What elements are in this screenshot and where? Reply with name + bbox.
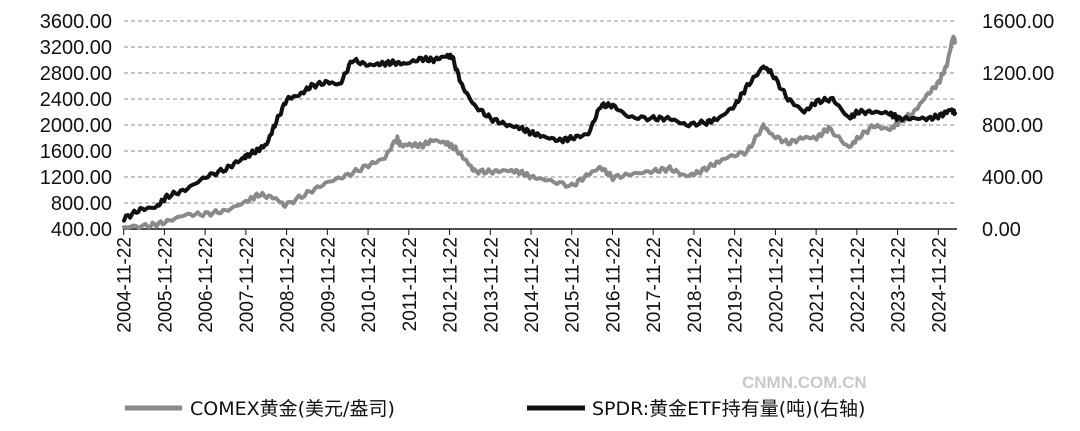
right-tick-label: 0.00 — [982, 219, 1021, 241]
x-tick-label: 2004-11-22 — [115, 237, 136, 333]
x-tick-label: 2011-11-22 — [400, 237, 421, 331]
x-tick-label: 2015-11-22 — [563, 237, 584, 333]
series-line-comex-gold — [122, 34, 957, 230]
x-tick-label: 2024-11-22 — [929, 237, 950, 333]
left-tick-label: 2800.00 — [40, 63, 112, 85]
legend-label-spdr: SPDR:黄金ETF持有量(吨)(右轴) — [592, 398, 865, 420]
left-tick-label: 3200.00 — [40, 37, 112, 59]
left-tick-label: 400.00 — [51, 219, 112, 241]
right-tick-label: 400.00 — [982, 167, 1043, 189]
x-tick-label: 2008-11-22 — [278, 237, 299, 333]
x-axis: 2004-11-22 2005-11-22 2006-11-22 2007-11-22… — [115, 228, 957, 333]
gridlines — [124, 20, 957, 204]
x-tick-label: 2022-11-22 — [848, 237, 869, 333]
x-tick-label: 2005-11-22 — [155, 237, 176, 333]
right-tick-label: 1600.00 — [982, 11, 1054, 33]
x-tick-label: 2007-11-22 — [237, 237, 258, 333]
x-tick-label: 2023-11-22 — [889, 237, 910, 333]
x-tick-label: 2019-11-22 — [726, 237, 747, 333]
left-tick-label: 1200.00 — [40, 167, 112, 189]
x-tick-label: 2006-11-22 — [196, 237, 217, 333]
x-tick-label: 2012-11-22 — [441, 237, 462, 333]
left-axis-ticks: 400.00 800.00 1200.00 1600.00 2000.00 2400.00… — [40, 11, 112, 241]
right-tick-label: 1200.00 — [982, 63, 1054, 85]
legend: COMEX黄金(美元/盎司) SPDR:黄金ETF持有量(吨)(右轴) — [125, 398, 865, 420]
right-axis-ticks: 0.00 400.00 800.00 1200.00 1600.00 — [982, 11, 1054, 241]
x-tick-label: 2014-11-22 — [522, 237, 543, 333]
left-tick-label: 800.00 — [51, 193, 112, 215]
left-tick-label: 2400.00 — [40, 89, 112, 111]
watermark: CNMN.COM.CN — [742, 373, 867, 392]
left-tick-label: 2000.00 — [40, 115, 112, 137]
x-tick-label: 2009-11-22 — [318, 237, 339, 333]
x-tick-label: 2020-11-22 — [766, 237, 787, 333]
x-tick-label: 2013-11-22 — [481, 237, 502, 333]
x-tick-label: 2010-11-22 — [359, 237, 380, 333]
right-tick-label: 800.00 — [982, 115, 1043, 137]
legend-label-comex: COMEX黄金(美元/盎司) — [190, 398, 395, 420]
x-tick-label: 2016-11-22 — [603, 237, 624, 333]
left-tick-label: 3600.00 — [40, 11, 112, 33]
series-line-spdr-etf — [122, 52, 957, 223]
x-tick-label: 2017-11-22 — [644, 237, 665, 333]
x-tick-label: 2021-11-22 — [807, 237, 828, 333]
series-lines — [122, 34, 957, 230]
x-tick-label: 2018-11-22 — [685, 237, 706, 333]
left-tick-label: 1600.00 — [40, 141, 112, 163]
